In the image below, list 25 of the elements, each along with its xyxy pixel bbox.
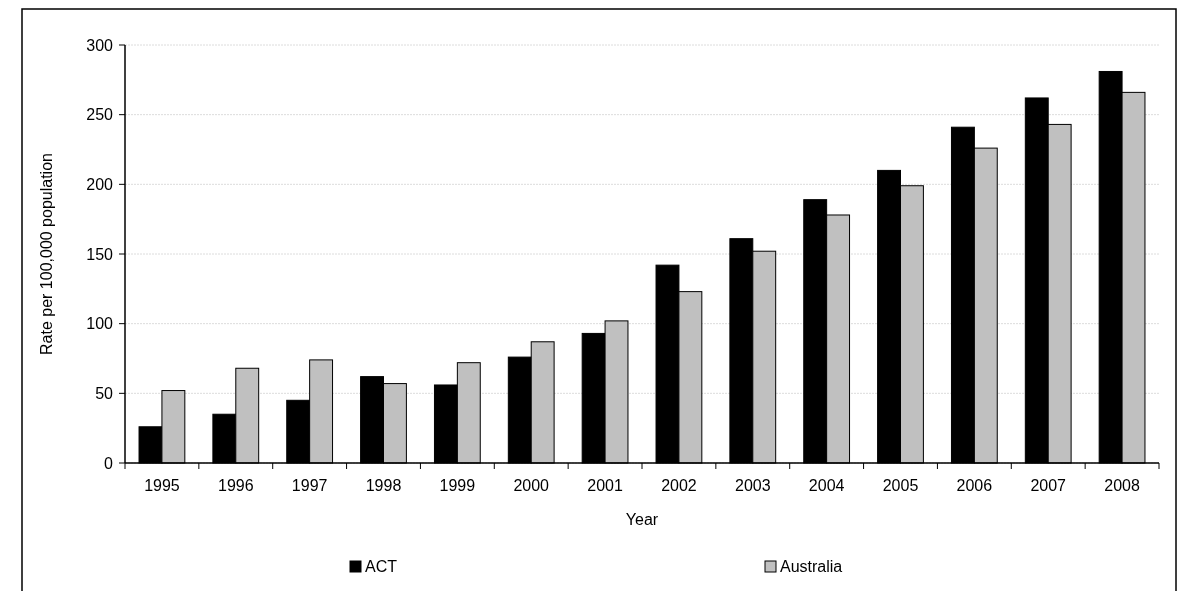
x-tick-label: 1999 bbox=[439, 477, 476, 494]
x-tick-label: 2007 bbox=[1030, 477, 1067, 494]
x-tick-label: 2006 bbox=[956, 477, 993, 494]
x-tick-label: 2008 bbox=[1104, 477, 1140, 494]
x-tick-label: 1997 bbox=[291, 477, 328, 494]
y-tick-label: 50 bbox=[95, 384, 114, 402]
x-tick-label: 2005 bbox=[882, 477, 919, 494]
x-tick-label: 1998 bbox=[365, 477, 402, 494]
y-tick-label: 300 bbox=[86, 36, 114, 54]
x-tick-label: 2001 bbox=[587, 477, 623, 494]
y-tick-label: 150 bbox=[86, 245, 114, 263]
legend-label: Australia bbox=[780, 558, 843, 575]
y-tick-label: 200 bbox=[86, 175, 114, 193]
legend-label: ACT bbox=[365, 558, 398, 575]
y-axis-title: Rate per 100,000 population bbox=[38, 153, 55, 355]
y-tick-label: 100 bbox=[86, 315, 114, 333]
x-tick-label: 2000 bbox=[513, 477, 550, 494]
y-tick-label: 250 bbox=[86, 106, 114, 124]
x-tick-label: 1996 bbox=[217, 477, 254, 494]
x-tick-label: 1995 bbox=[144, 477, 180, 494]
y-tick-label: 0 bbox=[104, 454, 114, 472]
x-tick-label: 2004 bbox=[808, 477, 845, 494]
x-axis-title: Year bbox=[625, 511, 659, 528]
x-tick-label: 2002 bbox=[661, 477, 697, 494]
x-tick-label: 2003 bbox=[734, 477, 771, 494]
